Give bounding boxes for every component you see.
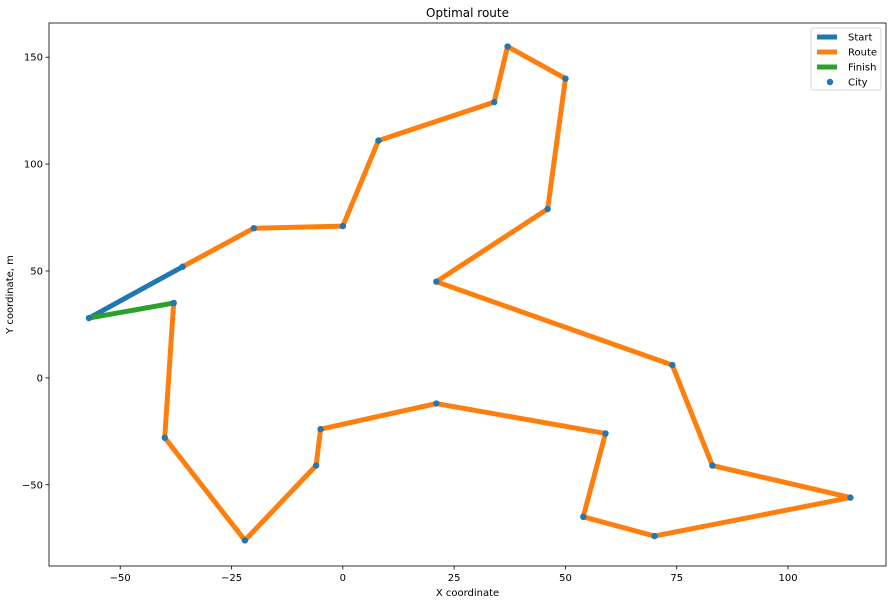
legend-label-start: Start [848,33,873,44]
legend-label-finish: Finish [848,63,876,74]
y-tick-label: −50 [22,480,43,491]
city-point [602,430,609,437]
y-axis: −50 0 50 100 150 [22,53,49,491]
city-point [709,462,716,469]
city-point [317,425,324,433]
city-point [651,532,658,540]
city-point [580,513,587,521]
legend-label-route: Route [848,48,877,59]
x-axis: −50 −25 0 25 50 75 100 [110,566,798,584]
x-tick-label: 75 [670,573,683,584]
series-line-finish [86,300,177,321]
y-tick-label: 0 [37,373,43,384]
city-point [544,205,551,213]
y-axis-label: Y coordinate, m [5,255,16,335]
points-layer [85,43,854,544]
x-tick-label: 0 [340,573,346,584]
x-tick-label: 50 [559,573,572,584]
city-point [170,299,177,307]
city-point [669,361,676,369]
city-point [161,434,168,441]
legend-swatch-city [826,78,834,86]
plot-frame [48,22,887,567]
city-point [433,400,440,407]
y-tick-label: 150 [24,53,43,64]
city-point [312,462,320,469]
chart-title: Optimal route [426,6,509,20]
x-tick-label: 25 [448,573,461,584]
x-tick-label: 100 [779,573,798,584]
city-point [241,537,249,544]
city-point [562,75,569,82]
x-tick-label: −50 [110,573,131,584]
city-point [504,43,511,50]
city-point [250,225,257,232]
series-layer [85,44,853,543]
x-axis-label: X coordinate [436,588,499,599]
city-point [339,222,347,230]
city-point [491,98,498,106]
city-point [433,278,440,285]
x-tick-label: −25 [221,573,242,584]
legend-box [810,27,882,91]
city-point [375,137,382,144]
legend: Start Route Finish City [810,27,882,91]
city-point [179,263,186,270]
city-point [847,494,854,501]
city-point [85,314,93,322]
series-line-start [85,263,186,322]
legend-label-city: City [848,78,868,89]
y-tick-label: 100 [24,160,43,171]
y-tick-label: 50 [30,266,43,277]
series-line-route [162,44,853,543]
